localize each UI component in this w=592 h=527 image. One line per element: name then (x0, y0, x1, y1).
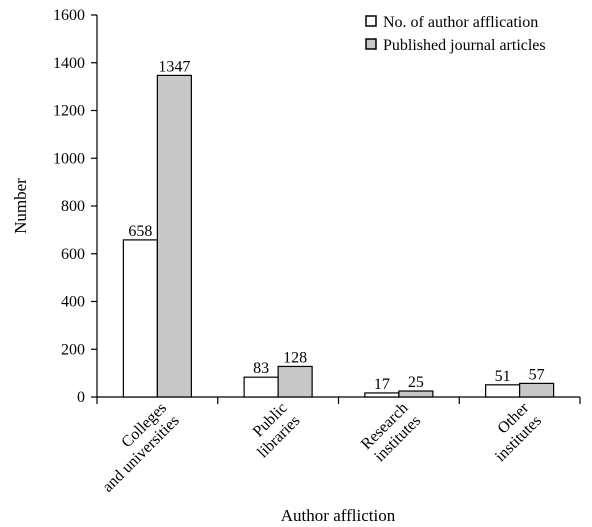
bar-author-affiliation (243, 376, 279, 398)
data-label: 83 (253, 360, 269, 377)
bar-journal-articles (519, 382, 555, 398)
bar-journal-articles (398, 390, 434, 398)
data-label: 128 (283, 349, 307, 366)
bar-author-affiliation (364, 392, 400, 398)
bar-journal-articles (156, 74, 192, 398)
bar-journal-articles (277, 365, 313, 398)
y-tick-label: 200 (61, 341, 85, 358)
legend-label: Published journal articles (383, 37, 546, 54)
data-label: 57 (529, 366, 545, 383)
y-axis-title: Number (11, 178, 30, 234)
legend-swatch (365, 38, 377, 50)
y-tick-label: 800 (61, 198, 85, 215)
y-tick-label: 400 (61, 294, 85, 311)
data-label: 25 (408, 374, 424, 391)
y-tick-label: 1000 (53, 150, 85, 167)
bars (122, 74, 555, 398)
x-axis-title: Author affliction (281, 506, 396, 525)
y-tick-label: 1400 (53, 55, 85, 72)
bar-author-affiliation (122, 239, 158, 398)
legend-label: No. of author afflication (383, 14, 538, 31)
bar-author-affiliation (485, 384, 521, 398)
y-tick-label: 1600 (53, 7, 85, 24)
data-label: 17 (374, 376, 390, 393)
data-label: 51 (495, 368, 511, 385)
y-tick-label: 600 (61, 246, 85, 263)
y-tick-label: 0 (77, 389, 85, 406)
data-labels: 658 1347 83 128 17 25 51 57 (128, 58, 544, 393)
legend-swatch (365, 15, 377, 27)
data-label: 1347 (158, 58, 190, 75)
y-tick-label: 1200 (53, 103, 85, 120)
data-label: 658 (128, 223, 152, 240)
y-axis: 0 200 400 600 800 1000 1200 1400 1600 (53, 7, 98, 406)
legend: No. of author afflication Published journ… (365, 14, 546, 54)
